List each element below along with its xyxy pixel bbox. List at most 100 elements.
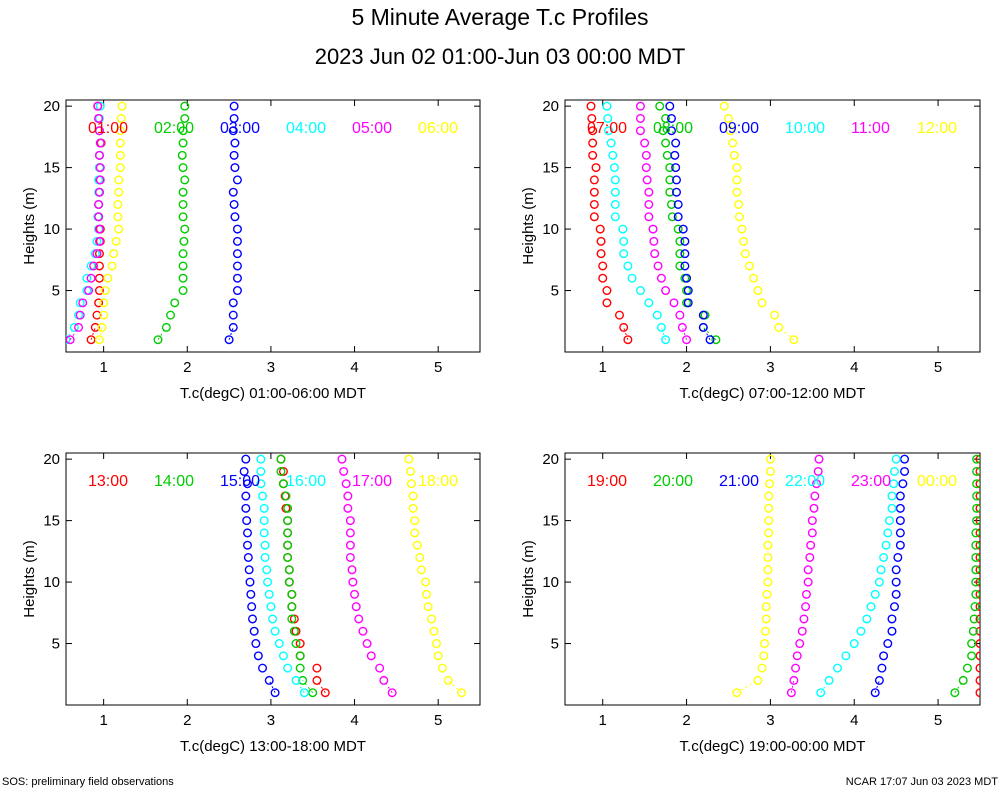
data-point: [975, 503, 980, 513]
data-point: [69, 322, 79, 332]
data-point: [635, 101, 645, 111]
data-point: [900, 454, 910, 464]
data-point: [658, 126, 668, 136]
data-point: [259, 528, 269, 538]
data-point: [94, 261, 104, 271]
data-point: [312, 675, 322, 685]
data-point: [179, 236, 189, 246]
data-point: [670, 150, 680, 160]
data-point: [94, 249, 104, 259]
data-point: [421, 577, 431, 587]
data-point: [178, 187, 188, 197]
data-point: [92, 236, 102, 246]
series-connector: [623, 327, 629, 340]
chart-panel-4: 1 2 3 4 5 5 10 15 20 T.c(degC) 19:00-00:00 MDT Hei…: [520, 451, 981, 755]
data-point: [115, 126, 125, 136]
y-tick-label: 5: [52, 283, 60, 300]
data-point: [866, 602, 876, 612]
data-point: [975, 626, 980, 636]
data-point: [662, 150, 672, 160]
data-point: [799, 614, 809, 624]
legend-label: 02:00: [154, 120, 194, 137]
data-point: [753, 675, 763, 685]
data-point: [816, 688, 826, 698]
data-point: [975, 491, 980, 501]
data-point: [610, 187, 620, 197]
data-point: [114, 224, 124, 234]
data-point: [229, 101, 239, 111]
data-point: [975, 577, 980, 587]
data-point: [661, 138, 671, 148]
data-point: [763, 552, 773, 562]
data-point: [810, 491, 820, 501]
y-tick-label: 5: [551, 636, 559, 653]
data-point: [862, 614, 872, 624]
y-tick-label: 20: [43, 451, 60, 468]
data-point: [644, 298, 654, 308]
x-tick-label: 5: [934, 712, 942, 729]
x-tick-label: 3: [766, 359, 774, 376]
data-point: [243, 552, 253, 562]
data-point: [975, 479, 980, 489]
y-tick-label: 20: [542, 98, 559, 115]
series-connector: [447, 680, 462, 694]
legend-label: 10:00: [785, 120, 825, 137]
data-point: [86, 261, 96, 271]
data-point: [339, 466, 349, 476]
data-point: [665, 101, 675, 111]
series-connector: [681, 327, 688, 340]
data-point: [610, 199, 620, 209]
data-point: [877, 663, 887, 673]
series-connector: [316, 680, 326, 693]
legend-label: 09:00: [719, 120, 759, 137]
series-connector: [660, 327, 667, 340]
data-point: [426, 614, 436, 624]
data-point: [698, 322, 708, 332]
data-point: [764, 503, 774, 513]
series-connector: [228, 327, 234, 340]
data-point: [649, 236, 659, 246]
data-point: [404, 454, 414, 464]
data-point: [230, 138, 240, 148]
data-point: [596, 236, 606, 246]
legend-label: 03:00: [220, 120, 260, 137]
chart-subtitle: 2023 Jun 02 01:00-Jun 03 00:00 MDT: [314, 44, 686, 69]
data-point: [415, 552, 425, 562]
x-tick-label: 2: [682, 712, 690, 729]
data-point: [644, 187, 654, 197]
data-point: [228, 322, 238, 332]
data-point: [967, 651, 977, 661]
data-point: [92, 310, 102, 320]
data-point: [891, 454, 901, 464]
data-point: [228, 310, 238, 320]
data-point: [673, 212, 683, 222]
data-point: [764, 516, 774, 526]
data-point: [111, 236, 121, 246]
data-point: [354, 614, 364, 624]
data-point: [178, 163, 188, 173]
data-point: [259, 503, 269, 513]
data-point: [283, 552, 293, 562]
data-point: [623, 335, 633, 345]
series-connector: [157, 327, 167, 340]
data-point: [975, 528, 980, 538]
data-point: [351, 602, 361, 612]
data-point: [753, 286, 763, 296]
data-point: [970, 602, 980, 612]
series-connector: [954, 680, 964, 693]
data-point: [74, 322, 84, 332]
data-point: [824, 675, 834, 685]
data-point: [650, 249, 660, 259]
data-point: [283, 663, 293, 673]
data-point: [971, 565, 980, 575]
data-point: [412, 540, 422, 550]
data-point: [723, 113, 733, 123]
data-point: [161, 322, 171, 332]
data-point: [765, 466, 775, 476]
x-tick-label: 5: [934, 359, 942, 376]
data-point: [239, 466, 249, 476]
data-point: [178, 286, 188, 296]
data-point: [895, 491, 905, 501]
data-point: [244, 565, 254, 575]
data-point: [635, 126, 645, 136]
